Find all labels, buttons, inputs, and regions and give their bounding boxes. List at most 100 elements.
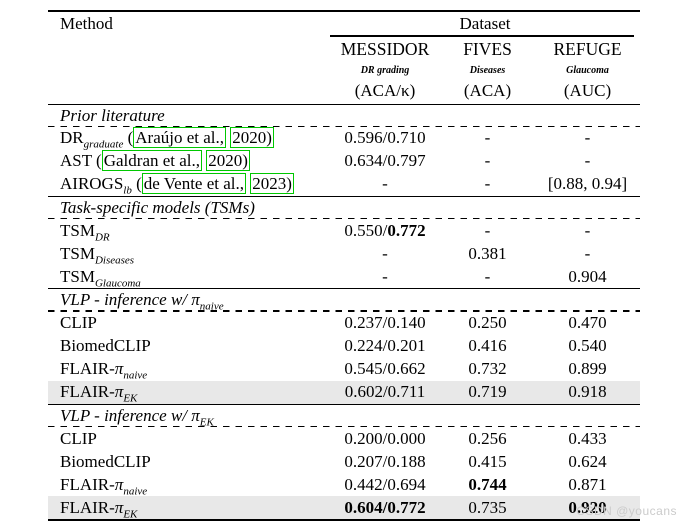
value-cell: 0.470 xyxy=(535,313,640,333)
value-cell: 0.596/0.710 xyxy=(330,128,440,148)
table-row: DRgraduate (Araújo et al., 2020) 0.596/0.… xyxy=(48,127,640,150)
citation-link[interactable]: 2020) xyxy=(230,127,274,149)
text-part: - xyxy=(382,174,388,194)
text-part: 0.416 xyxy=(468,336,507,356)
text-part: 0.207/0.188 xyxy=(344,451,426,471)
citation-link[interactable]: Araújo et al., xyxy=(133,127,227,149)
text-part: TSM xyxy=(60,243,95,263)
text-part: 0.772 xyxy=(387,220,426,240)
text-part: - xyxy=(382,266,388,286)
value-cell: 0.415 xyxy=(440,452,535,472)
method-cell: CLIP xyxy=(48,313,330,333)
method-cell: FLAIR-πEK xyxy=(48,497,330,520)
dashed-divider xyxy=(48,425,640,428)
metric-label-aca: (ACA) xyxy=(463,81,512,100)
method-cell: TSMDR xyxy=(48,221,330,244)
value-cell: 0.416 xyxy=(440,336,535,356)
method-cell: CLIP xyxy=(48,429,330,449)
value-cell: 0.540 xyxy=(535,336,640,356)
table-section: Task-specific models (TSMs) TSMDR 0.550/0.… xyxy=(48,195,640,289)
text-part: - xyxy=(584,128,591,148)
table-row: FLAIR-πEK 0.604/0.772 0.735 0.920 xyxy=(48,496,640,519)
table-row: TSMGlaucoma - - 0.904 xyxy=(48,265,640,289)
citation-link[interactable]: 2023) xyxy=(250,173,294,195)
text-part: - xyxy=(584,151,591,171)
text-part: 0.442/0.694 xyxy=(344,474,426,494)
text-part: 0.719 xyxy=(468,382,507,402)
value-cell: 0.602/0.711 xyxy=(330,382,440,402)
column-header-messidor: MESSIDOR xyxy=(340,38,430,59)
text-part: 0.256 xyxy=(468,428,507,448)
value-cell: - xyxy=(440,174,535,194)
text-part: 0.920 xyxy=(568,497,607,517)
citation-link[interactable]: Galdran et al., xyxy=(101,150,203,172)
text-part: π xyxy=(114,382,124,402)
text-part: 0.415 xyxy=(468,451,507,471)
section-title: Task-specific models (TSMs) xyxy=(48,197,640,218)
value-cell: 0.871 xyxy=(535,475,640,495)
method-cell: FLAIR-πnaive xyxy=(48,359,330,381)
value-cell: 0.550/0.772 xyxy=(330,221,440,241)
text-part: 0.899 xyxy=(568,359,607,379)
value-cell: 0.381 xyxy=(440,244,535,264)
value-cell: 0.624 xyxy=(535,452,640,472)
subscript: lb xyxy=(123,184,132,197)
table-section: VLP - inference w/ πnaive CLIP 0.237/0.140… xyxy=(48,288,640,404)
method-cell: AIROGSlb (de Vente et al., 2023) xyxy=(48,173,330,197)
text-part: FLAIR- xyxy=(60,497,115,517)
text-part: 0.624 xyxy=(568,451,607,471)
column-header-fives: FIVES xyxy=(463,38,512,59)
value-cell: 0.735 xyxy=(440,498,535,518)
subscript: EK xyxy=(123,507,138,520)
text-part: - xyxy=(484,266,491,286)
text-part: 0.540 xyxy=(568,336,607,356)
subscript: Diseases xyxy=(94,254,135,267)
value-cell: 0.634/0.797 xyxy=(330,151,440,171)
value-cell: - xyxy=(535,151,640,171)
text-part: 0.732 xyxy=(468,359,507,379)
text-part: - xyxy=(484,174,491,194)
text-part: - xyxy=(484,128,491,148)
value-cell: 0.904 xyxy=(535,267,640,287)
metric-label-aca-kappa: (ACA/κ) xyxy=(354,81,416,100)
table-section: VLP - inference w/ πEK CLIP 0.200/0.000 0.2… xyxy=(48,403,640,519)
dataset-group-header: Dataset xyxy=(459,13,511,33)
text-part: 0.735 xyxy=(468,497,507,517)
method-column-header: Method xyxy=(60,13,113,33)
section-title: VLP - inference w/ πEK xyxy=(48,405,640,428)
value-cell: 0.237/0.140 xyxy=(330,313,440,333)
subscript: DR xyxy=(94,231,110,244)
dataset-underline xyxy=(330,35,634,37)
value-cell: 0.899 xyxy=(535,359,640,379)
text-part: Task-specific models (TSMs) xyxy=(60,197,255,217)
value-cell: 0.250 xyxy=(440,313,535,333)
text-part: BiomedCLIP xyxy=(60,336,151,356)
table-row: BiomedCLIP 0.224/0.201 0.416 0.540 xyxy=(48,335,640,358)
value-cell: 0.200/0.000 xyxy=(330,429,440,449)
section-title: VLP - inference w/ πnaive xyxy=(48,289,640,312)
value-cell: 0.920 xyxy=(535,498,640,518)
subscript: graduate xyxy=(83,138,124,151)
table-top-rule xyxy=(48,10,640,12)
text-part: CLIP xyxy=(60,428,97,448)
value-cell: - xyxy=(440,267,535,287)
text-part: 0.634/0.797 xyxy=(344,151,426,171)
value-cell: - xyxy=(440,151,535,171)
text-part: 0.224/0.201 xyxy=(344,336,426,356)
citation-link[interactable]: de Vente et al., xyxy=(141,173,247,195)
citation-link[interactable]: 2020) xyxy=(206,150,250,172)
method-cell: FLAIR-πnaive xyxy=(48,475,330,497)
task-label-glaucoma: Glaucoma xyxy=(566,64,609,76)
table-bottom-rule xyxy=(48,519,640,522)
table-row: TSMDR 0.550/0.772- - xyxy=(48,219,640,244)
dashed-divider xyxy=(48,125,640,127)
value-cell: 0.207/0.188 xyxy=(330,452,440,472)
table-row: CLIP 0.200/0.000 0.256 0.433 xyxy=(48,427,640,450)
text-part: 0.596/0.710 xyxy=(344,128,426,148)
method-cell: DRgraduate (Araújo et al., 2020) xyxy=(48,127,330,151)
table-row: FLAIR-πnaive 0.442/0.694 0.744 0.871 xyxy=(48,473,640,497)
value-cell: - xyxy=(330,267,440,287)
value-cell: [0.88, 0.94] xyxy=(535,174,640,194)
text-part: VLP - inference w/ π xyxy=(60,290,200,310)
task-label-diseases: Diseases xyxy=(469,64,506,76)
